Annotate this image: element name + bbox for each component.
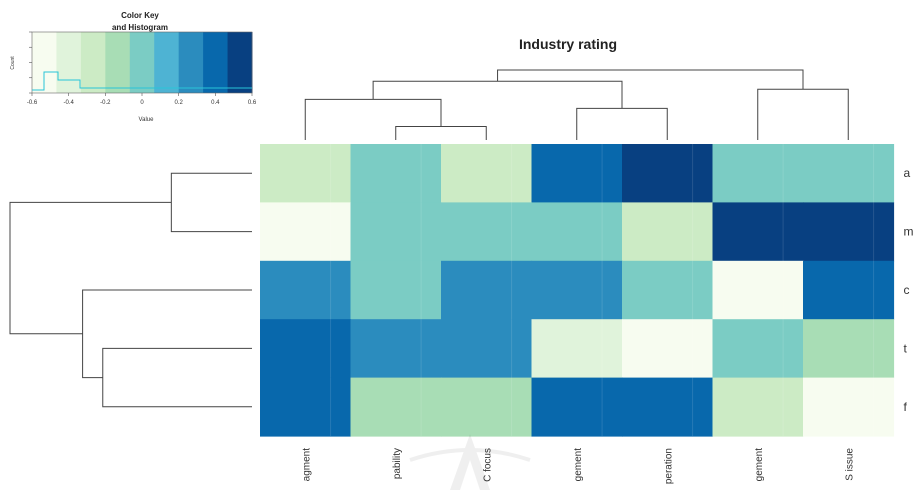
heatmap-cell bbox=[803, 319, 895, 379]
heatmap-cell bbox=[803, 202, 895, 262]
dendrogram-branch bbox=[576, 107, 668, 140]
color-key-swatch bbox=[154, 32, 180, 93]
heatmap-cell bbox=[712, 202, 804, 262]
column-labels: agment pability C focus gement peration gemen… bbox=[301, 448, 855, 485]
heatmap-cell bbox=[803, 377, 895, 437]
row-label: m bbox=[904, 225, 913, 239]
color-key-tick-label: -0.2 bbox=[100, 100, 111, 106]
color-key-tick-label: 0.4 bbox=[211, 100, 220, 106]
color-key-swatch bbox=[178, 32, 204, 93]
row-label: f bbox=[904, 400, 908, 414]
heatmap-cell bbox=[803, 260, 895, 320]
color-key-tick-label: 0.2 bbox=[174, 100, 183, 106]
heatmap-cell bbox=[712, 144, 804, 203]
color-key-tick-label: 0 bbox=[140, 100, 144, 106]
heatmap-cell bbox=[350, 377, 442, 437]
heatmap-cell bbox=[260, 144, 352, 203]
row-label: a bbox=[904, 166, 911, 180]
heatmap-cell bbox=[803, 144, 895, 203]
heatmap-cell bbox=[260, 202, 352, 262]
color-key-histogram bbox=[32, 71, 252, 91]
heatmap-cells bbox=[260, 144, 895, 437]
color-key-swatch bbox=[129, 32, 155, 93]
dendrogram-branch bbox=[170, 172, 252, 233]
dendrogram-branch bbox=[372, 80, 623, 109]
heatmap-cell bbox=[622, 319, 714, 379]
heatmap-cell bbox=[622, 144, 714, 203]
row-dendrogram bbox=[9, 172, 252, 408]
dendrogram-branch bbox=[395, 125, 487, 140]
heatmap-cell bbox=[712, 377, 804, 437]
row-label: c bbox=[904, 283, 910, 297]
row-labels: a m c t f bbox=[904, 166, 913, 414]
row-label: t bbox=[904, 341, 908, 355]
heatmap-cell bbox=[350, 202, 442, 262]
dendrogram-branch bbox=[9, 201, 172, 335]
heatmap-cell bbox=[712, 319, 804, 379]
color-key: Color Key and Histogram -0.6 -0.4 -0.2 0 0.2… bbox=[10, 11, 257, 123]
heatmap-cell bbox=[260, 260, 352, 320]
color-key-swatch bbox=[203, 32, 229, 93]
color-key-tick-label: 0.6 bbox=[248, 100, 257, 106]
color-key-swatch bbox=[80, 32, 106, 93]
color-key-y-label: Count bbox=[10, 56, 16, 70]
dendrogram-branch bbox=[304, 98, 442, 140]
heatmap-cell bbox=[622, 202, 714, 262]
heatmap-cell bbox=[441, 202, 533, 262]
dendrogram-branch bbox=[497, 69, 804, 90]
heatmap-cell bbox=[441, 319, 533, 379]
heatmap-cell bbox=[531, 202, 623, 262]
color-key-title-line1: Color Key bbox=[121, 11, 159, 20]
column-label: pability bbox=[392, 448, 403, 479]
heatmap-cell bbox=[350, 144, 442, 203]
column-dendrogram bbox=[304, 69, 849, 140]
column-label: gement bbox=[754, 448, 765, 482]
dendrogram-branch bbox=[82, 289, 252, 379]
color-key-swatch bbox=[105, 32, 131, 93]
heatmap-cell bbox=[260, 377, 352, 437]
dendrogram-branch bbox=[757, 88, 849, 140]
dendrogram-branch bbox=[102, 347, 252, 408]
heatmap-cell bbox=[531, 377, 623, 437]
column-label: C focus bbox=[482, 448, 493, 482]
column-label: agment bbox=[301, 448, 312, 482]
column-label: gement bbox=[573, 448, 584, 482]
color-key-title-line2: and Histogram bbox=[112, 23, 168, 32]
heatmap-cell bbox=[441, 377, 533, 437]
heatmap-cell bbox=[531, 319, 623, 379]
heatmap-cell bbox=[441, 260, 533, 320]
color-key-tick-label: -0.6 bbox=[27, 100, 38, 106]
color-key-tick-label: -0.4 bbox=[63, 100, 74, 106]
watermark-logo bbox=[409, 434, 531, 490]
heatmap-cell bbox=[622, 377, 714, 437]
color-key-axis-label: Value bbox=[139, 117, 155, 123]
heatmap-cell bbox=[260, 319, 352, 379]
column-label: peration bbox=[663, 448, 674, 484]
heatmap-cell bbox=[531, 260, 623, 320]
heatmap-cell bbox=[531, 144, 623, 203]
chart-title: Industry rating bbox=[519, 36, 617, 52]
color-key-swatch bbox=[56, 32, 82, 93]
heatmap-cell bbox=[712, 260, 804, 320]
heatmap-cell bbox=[622, 260, 714, 320]
heatmap-cell bbox=[350, 260, 442, 320]
color-key-swatch bbox=[227, 32, 253, 93]
heatmap-cell bbox=[441, 144, 533, 203]
column-label: S issue bbox=[844, 448, 855, 481]
heatmap-cell bbox=[350, 319, 442, 379]
